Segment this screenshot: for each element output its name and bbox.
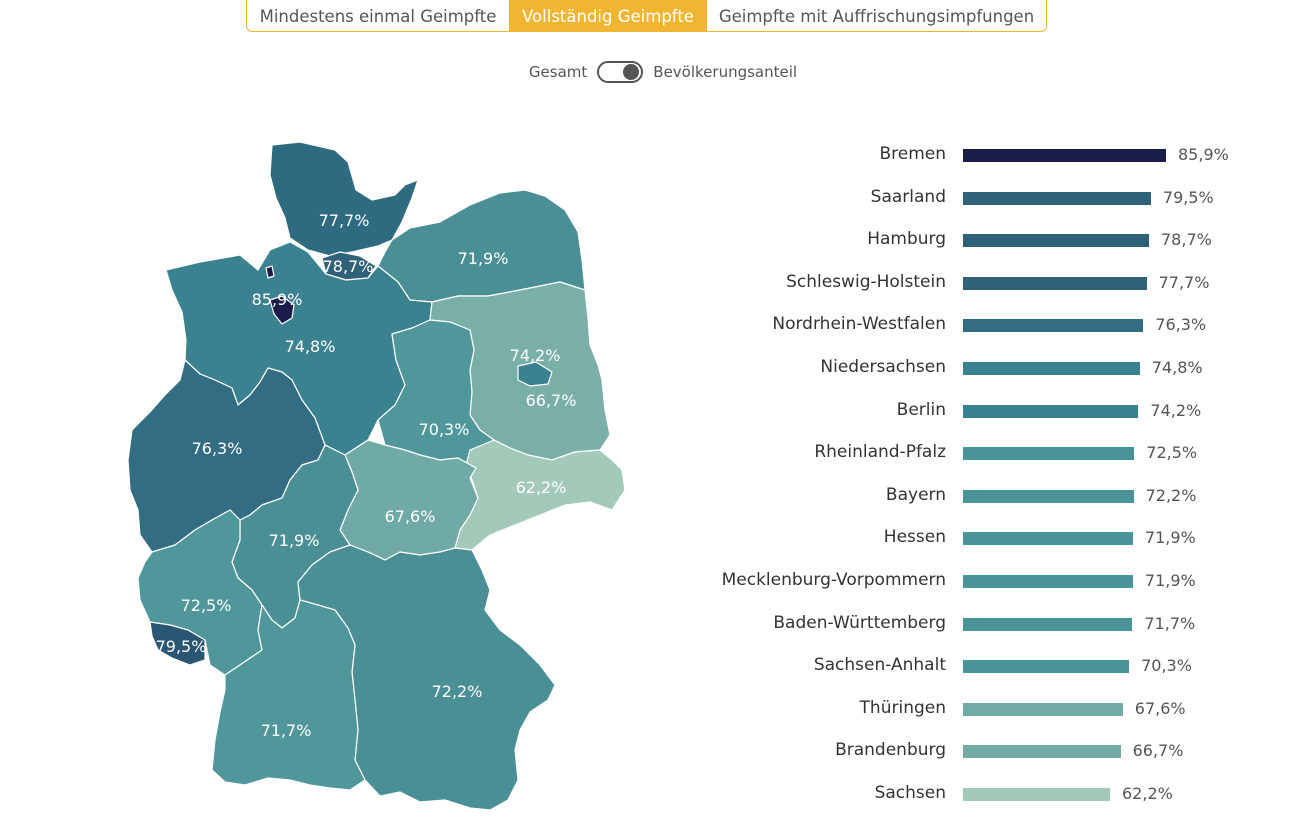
map-label-rheinland-pfalz: 72,5%	[181, 596, 232, 615]
bar-row: Niedersachsen 74,8%	[0, 357, 1298, 378]
bar-row: Sachsen-Anhalt 70,3%	[0, 655, 1298, 676]
bar-category-label: Rheinland-Pfalz	[814, 442, 946, 463]
bar-value-label: 71,9%	[1144, 528, 1196, 548]
bar-value-label: 62,2%	[1122, 784, 1173, 803]
bar-category-label: Bayern	[885, 484, 946, 505]
bar-value-label: 66,7%	[1132, 741, 1184, 761]
map-label-berlin: 74,2%	[510, 346, 561, 365]
toggle-label-anteil: Bevölkerungsanteil	[653, 63, 798, 81]
bar-row: Hessen 71,9%	[0, 527, 1298, 548]
bar-row: Bayern 72,2%	[0, 484, 1298, 506]
state-saarland[interactable]	[149, 621, 206, 666]
bar-category-label: Hessen	[883, 527, 946, 548]
bar-category-label: Thüringen	[859, 697, 946, 718]
map-label-hamburg: 78,7%	[323, 257, 374, 276]
bar-value-label: 79,5%	[1162, 187, 1214, 207]
bar-category-label: Sachsen	[874, 783, 946, 803]
bar[interactable]	[963, 702, 1123, 716]
bar-row: Mecklenburg-Vorpommern 71,9%	[0, 570, 1298, 591]
switch-knob	[623, 64, 640, 80]
bar-category-label: Schleswig-Holstein	[786, 271, 946, 292]
state-schleswig-holstein[interactable]	[269, 141, 419, 257]
map-label-schleswig-holstein: 77,7%	[319, 211, 370, 230]
bar[interactable]	[963, 660, 1130, 674]
tab-vollstaendig[interactable]: Vollständig Geimpfte	[509, 0, 706, 31]
mode-switch[interactable]	[597, 61, 644, 83]
bar[interactable]	[963, 745, 1121, 759]
bar-row: Bremen 85,9%	[0, 144, 1298, 165]
bar-row: Baden-Württemberg 71,7%	[0, 612, 1298, 634]
map-label-saarland: 79,5%	[156, 637, 207, 656]
bar-row: Rheinland-Pfalz 72,5%	[0, 442, 1298, 463]
bar-category-label: Brandenburg	[835, 740, 946, 761]
map-label-hessen: 71,9%	[269, 531, 320, 550]
bar[interactable]	[963, 404, 1139, 418]
bar-category-label: Berlin	[896, 399, 946, 420]
bar[interactable]	[963, 447, 1135, 461]
bar-row: Brandenburg 66,7%	[0, 740, 1298, 761]
bar-category-label: Baden-Württemberg	[773, 612, 946, 633]
tab-auffrischung[interactable]: Geimpfte mit Auffrischungsimpfungen	[706, 0, 1046, 31]
bar-row: Schleswig-Holstein 77,7%	[0, 271, 1298, 293]
bar[interactable]	[963, 276, 1147, 290]
map-labels: 77,7% 78,7% 71,9% 85,9% 74,8% 74,2% 66,7…	[156, 211, 577, 740]
bar-value-label: 72,5%	[1146, 443, 1198, 463]
map-label-niedersachsen: 74,8%	[285, 337, 336, 356]
bar-category-label: Mecklenburg-Vorpommern	[721, 570, 946, 590]
bar-category-label: Niedersachsen	[820, 357, 946, 377]
bar-row: Berlin 74,2%	[0, 399, 1298, 421]
state-baden-wuerttemberg[interactable]	[211, 599, 366, 791]
map-label-brandenburg: 66,7%	[526, 391, 577, 410]
bar-value-label: 70,3%	[1141, 656, 1192, 676]
state-bremen-bremerhaven	[265, 265, 275, 279]
bar-row: Thüringen 67,6%	[0, 697, 1298, 719]
map-label-mecklenburg-vorpommern: 71,9%	[458, 249, 509, 268]
bar[interactable]	[963, 191, 1151, 205]
bar-value-label: 74,8%	[1151, 358, 1203, 377]
toggle-label-gesamt: Gesamt	[528, 63, 588, 81]
bar-category-label: Hamburg	[867, 229, 946, 250]
bar-category-label: Nordrhein-Westfalen	[772, 314, 946, 335]
bar-value-label: 67,6%	[1134, 698, 1186, 718]
bar-value-label: 74,2%	[1150, 400, 1202, 420]
map-label-thueringen: 67,6%	[385, 507, 436, 526]
bar-category-label: Saarland	[870, 186, 946, 207]
bar-value-label: 71,9%	[1144, 571, 1196, 590]
bar[interactable]	[963, 532, 1133, 546]
bar-value-label: 76,3%	[1155, 315, 1207, 335]
map-label-sachsen-anhalt: 70,3%	[419, 420, 470, 439]
display-toggle: Gesamt Bevölkerungsanteil	[0, 61, 1298, 83]
bar-row: Saarland 79,5%	[0, 186, 1298, 208]
map-label-bayern: 72,2%	[432, 682, 483, 701]
bar-category-label: Sachsen-Anhalt	[813, 655, 946, 676]
map-label-nordrhein-westfalen: 76,3%	[192, 439, 243, 458]
bar-value-label: 85,9%	[1178, 145, 1229, 164]
germany-map: 77,7% 78,7% 71,9% 85,9% 74,8% 74,2% 66,7…	[120, 125, 630, 825]
state-berlin[interactable]	[517, 361, 553, 387]
bar[interactable]	[963, 617, 1133, 631]
map-label-baden-wuerttemberg: 71,7%	[261, 721, 312, 740]
map-label-bremen: 85,9%	[252, 290, 303, 309]
bar[interactable]	[963, 149, 1166, 162]
germany-map-svg: 77,7% 78,7% 71,9% 85,9% 74,8% 74,2% 66,7…	[127, 141, 626, 811]
bar-value-label: 71,7%	[1144, 613, 1196, 633]
tab-mindestens-einmal[interactable]: Mindestens einmal Geimpfte	[259, 6, 497, 26]
metric-tabs: Mindestens einmal Geimpfte Vollständig G…	[246, 0, 1047, 32]
bar-category-label: Bremen	[879, 144, 946, 164]
bar[interactable]	[963, 788, 1110, 801]
bar[interactable]	[963, 362, 1140, 375]
bar[interactable]	[963, 575, 1133, 588]
bar-row: Hamburg 78,7%	[0, 229, 1298, 250]
bar-value-label: 72,2%	[1145, 485, 1197, 505]
map-label-sachsen: 62,2%	[516, 478, 567, 497]
bar[interactable]	[963, 319, 1144, 333]
state-bremen[interactable]	[269, 295, 295, 325]
bar[interactable]	[963, 234, 1149, 248]
bar-value-label: 77,7%	[1158, 272, 1210, 292]
bar-value-label: 78,7%	[1161, 230, 1212, 250]
bar-row: Sachsen 62,2%	[0, 783, 1298, 804]
bar[interactable]	[963, 489, 1134, 503]
bar-row: Nordrhein-Westfalen 76,3%	[0, 314, 1298, 335]
